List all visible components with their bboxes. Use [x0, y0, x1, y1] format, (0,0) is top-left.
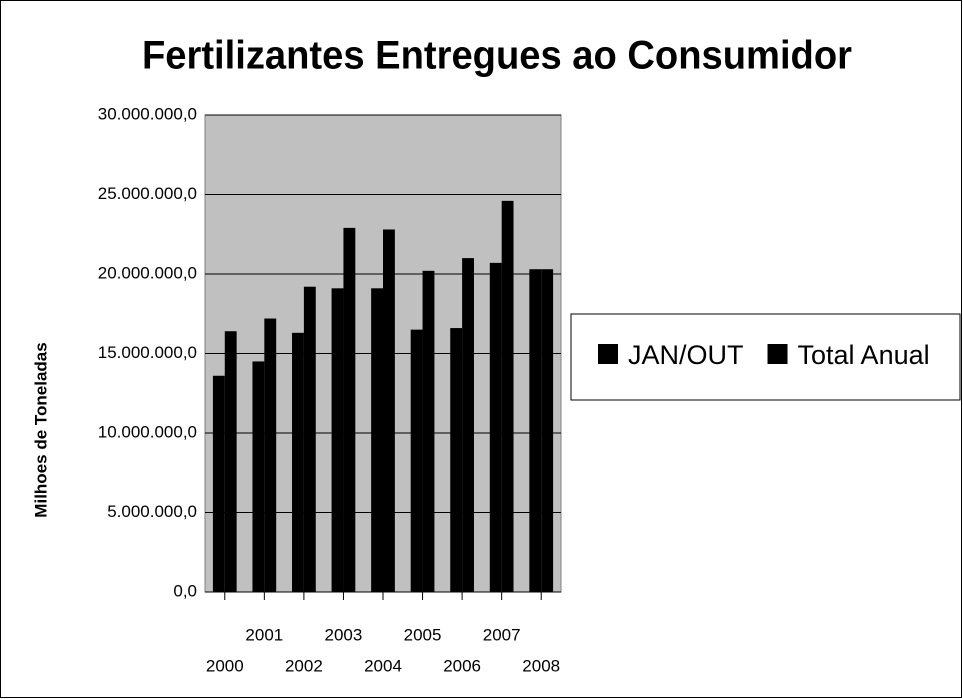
bar: [303, 286, 316, 592]
bar: [529, 269, 542, 592]
y-axis-label: Milhoes de Toneladas: [31, 342, 50, 517]
legend-label: Total Anual: [798, 340, 930, 370]
bar: [541, 269, 554, 592]
x-tick-label: 2000: [206, 656, 244, 675]
y-tick-label: 15.000.000,0: [98, 343, 197, 362]
bar: [292, 332, 304, 592]
bar: [252, 361, 265, 592]
y-tick-label: 25.000.000,0: [98, 184, 197, 203]
bar: [224, 331, 237, 592]
legend-label: JAN/OUT: [628, 340, 744, 370]
x-tick-label: 2008: [522, 656, 560, 675]
bar: [383, 229, 395, 593]
y-tick-label: 10.000.000,0: [98, 422, 197, 441]
bar: [462, 258, 474, 592]
bar: [422, 270, 435, 592]
bar: [331, 288, 344, 592]
x-tick-label: 2006: [443, 656, 481, 675]
legend-swatch: [598, 344, 618, 364]
y-tick-label: 30.000.000,0: [98, 104, 197, 123]
x-tick-label: 2003: [325, 625, 363, 644]
bar: [410, 329, 423, 592]
bar: [343, 227, 356, 592]
bar: [264, 318, 277, 592]
x-tick-label: 2001: [245, 625, 283, 644]
legend-box: [570, 313, 961, 401]
x-tick-label: 2005: [404, 625, 442, 644]
legend-swatch: [767, 344, 788, 364]
bar: [501, 200, 514, 593]
x-tick-label: 2007: [483, 625, 521, 644]
x-tick-label: 2004: [364, 656, 402, 675]
bar: [489, 262, 502, 592]
bar: [371, 288, 383, 592]
bar: [212, 375, 225, 592]
y-tick-label: 5.000.000,0: [107, 502, 197, 521]
x-tick-label: 2002: [285, 656, 323, 675]
bar: [450, 328, 463, 592]
chart-title: Fertilizantes Entregues ao Consumidor: [142, 34, 852, 78]
y-tick-label: 0,0: [173, 581, 197, 600]
y-tick-label: 20.000.000,0: [98, 263, 197, 282]
